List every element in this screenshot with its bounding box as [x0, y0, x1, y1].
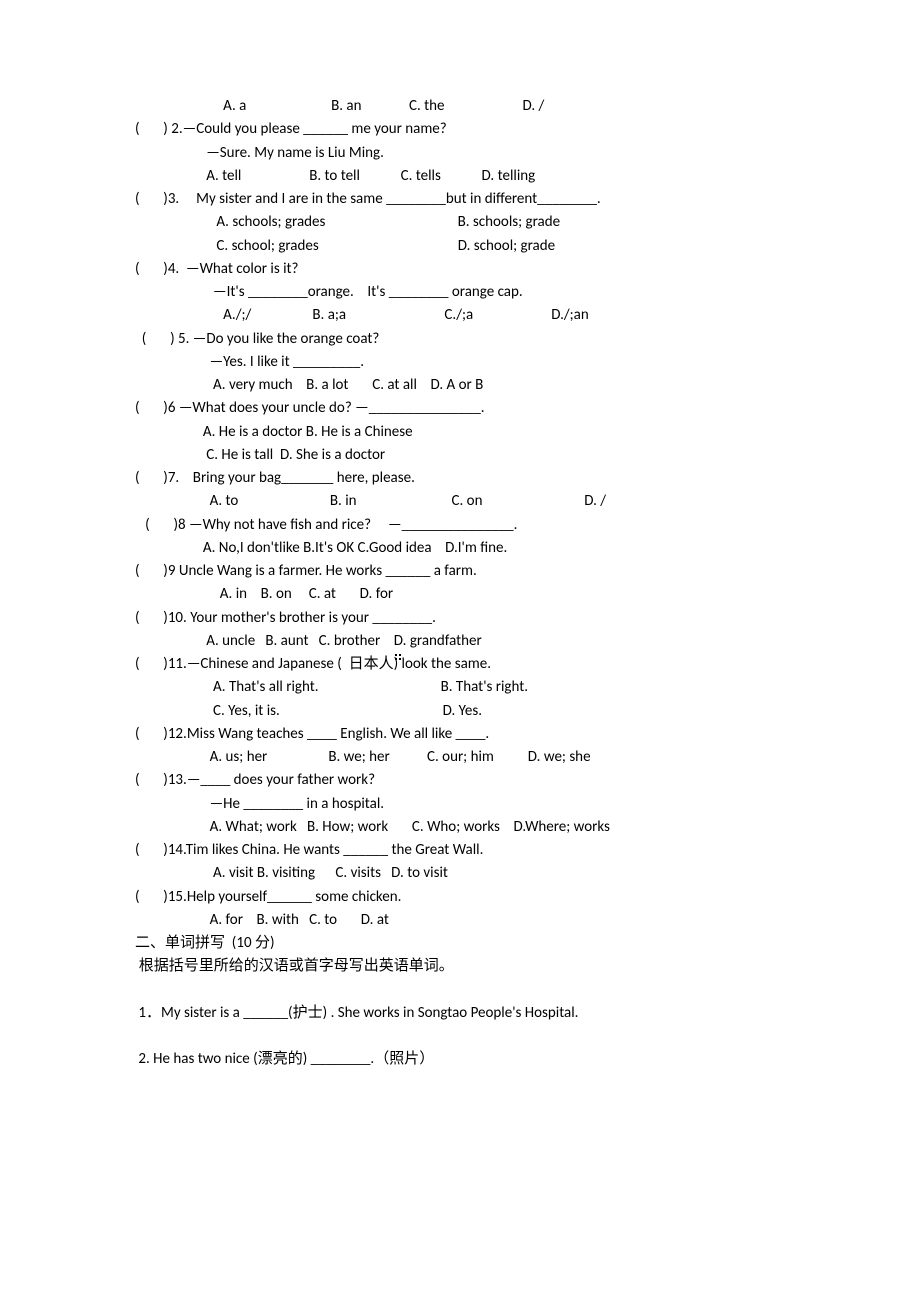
q6-stem: ( )6 —What does your uncle do? —________… — [135, 397, 790, 420]
section2-title-cn: 二、单词拼写 — [135, 935, 225, 951]
q11-post: ) look the same. — [394, 655, 491, 673]
q3-options-cd: C. school; grades D. school; grade — [135, 235, 790, 258]
spacer — [135, 979, 790, 1002]
section2-instructions: 根据括号里所给的汉语或首字母写出英语单词。 — [135, 955, 790, 978]
q10-options: A. uncle B. aunt C. brother D. grandfath… — [135, 630, 790, 653]
q3-stem: ( )3. My sister and I are in the same __… — [135, 188, 790, 211]
w2-post: ） — [419, 1050, 434, 1068]
q4-stem: ( )4. —What color is it? — [135, 258, 790, 281]
word2: 2. He has two nice (漂亮的) ________.（照片） — [135, 1048, 790, 1071]
q8-stem: ( )8 —Why not have fish and rice? —_____… — [135, 514, 790, 537]
q2-stem: ( ) 2.—Could you please ______ me your n… — [135, 118, 790, 141]
q11-stem: ( )11.—Chinese and Japanese ( 日本人) look … — [135, 653, 790, 676]
q13-options: A. What; work B. How; work C. Who; works… — [135, 816, 790, 839]
w1-post: ) . She works in Songtao People's Hospit… — [323, 1004, 579, 1022]
q7-stem: ( )7. Bring your bag_______ here, please… — [135, 467, 790, 490]
q1-options-text: A. a B. an C. the D. / — [223, 97, 544, 115]
q11-cn: 日本人 — [349, 656, 394, 672]
q4-options: A./;/ B. a;a C./;a D./;an — [135, 304, 790, 327]
q10-stem: ( )10. Your mother's brother is your ___… — [135, 607, 790, 630]
section2-title: 二、单词拼写 (10 分) — [135, 932, 790, 955]
w2-cn1: 漂亮的 — [258, 1051, 303, 1067]
q14-options: A. visit B. visiting C. visits D. to vis… — [135, 862, 790, 885]
q5-options: A. very much B. a lot C. at all D. A or … — [135, 374, 790, 397]
q4-line2: —It's ________orange. It's ________ oran… — [135, 281, 790, 304]
q15-stem: ( )15.Help yourself______ some chicken. — [135, 886, 790, 909]
w2-cn2: 照片 — [389, 1051, 419, 1067]
q11-pre: ( )11.—Chinese and Japanese ( — [135, 655, 349, 673]
q3-options-ab: A. schools; grades B. schools; grade — [135, 211, 790, 234]
q6-options-cd: C. He is tall D. She is a doctor — [135, 444, 790, 467]
q7-options: A. to B. in C. on D. / — [135, 490, 790, 513]
exam-page: A. a B. an C. the D. / ( ) 2.—Could you … — [0, 0, 920, 1302]
q15-options: A. for B. with C. to D. at — [135, 909, 790, 932]
w2-mid: ) ________.（ — [303, 1050, 390, 1068]
q11-options-cd: C. Yes, it is. D. Yes. — [135, 700, 790, 723]
q8-options: A. No,I don'tlike B.It's OK C.Good idea … — [135, 537, 790, 560]
spacer — [135, 1025, 790, 1048]
word1: 1．My sister is a ______(护士) . She works … — [135, 1002, 790, 1025]
section2-title-score: (10 分) — [225, 934, 274, 952]
q12-options: A. us; her B. we; her C. our; him D. we;… — [135, 746, 790, 769]
w2-pre: 2. He has two nice ( — [135, 1050, 258, 1068]
q9-stem: ( )9 Uncle Wang is a farmer. He works __… — [135, 560, 790, 583]
q2-line2: —Sure. My name is Liu Ming. — [135, 142, 790, 165]
w1-cn: 护士 — [293, 1005, 323, 1021]
q9-options: A. in B. on C. at D. for — [135, 583, 790, 606]
w1-pre: 1．My sister is a ______( — [135, 1004, 293, 1022]
q5-line2: —Yes. I like it _________. — [135, 351, 790, 374]
q5-stem: ( ) 5. —Do you like the orange coat? — [135, 328, 790, 351]
q11-options-ab: A. That's all right. B. That's right. — [135, 676, 790, 699]
q6-options-ab: A. He is a doctor B. He is a Chinese — [135, 421, 790, 444]
q14-stem: ( )14.Tim likes China. He wants ______ t… — [135, 839, 790, 862]
q12-stem: ( )12.Miss Wang teaches ____ English. We… — [135, 723, 790, 746]
q13-stem: ( )13.—____ does your father work? — [135, 769, 790, 792]
q13-line2: —He ________ in a hospital. — [135, 793, 790, 816]
q1-options: A. a B. an C. the D. / — [135, 95, 790, 118]
q2-options: A. tell B. to tell C. tells D. telling — [135, 165, 790, 188]
